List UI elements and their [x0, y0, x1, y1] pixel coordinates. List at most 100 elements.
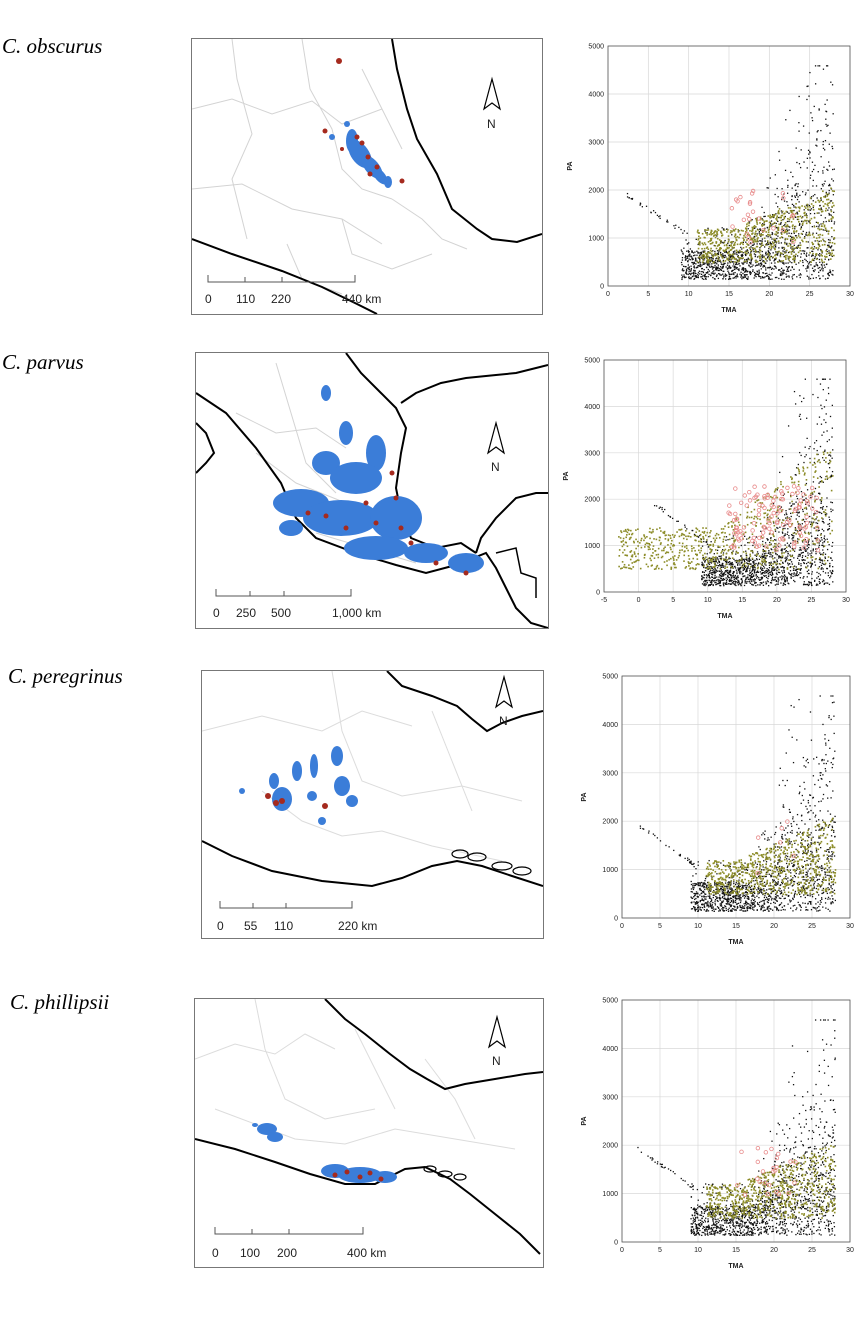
species-climate-point — [716, 237, 719, 240]
background-point — [791, 266, 794, 269]
species-climate-point — [767, 233, 769, 236]
species-climate-point — [770, 244, 772, 246]
background-point — [774, 239, 776, 242]
species-climate-point — [786, 224, 789, 226]
species-climate-point — [631, 533, 633, 536]
background-point — [764, 557, 767, 559]
background-point — [720, 566, 723, 569]
background-point — [798, 95, 800, 98]
background-point — [650, 212, 652, 214]
species-climate-point — [759, 257, 761, 260]
background-point — [784, 584, 787, 586]
background-point — [768, 895, 770, 897]
background-point — [825, 421, 827, 424]
species-climate-point — [648, 542, 650, 545]
background-point — [819, 261, 821, 263]
species-climate-point — [710, 239, 713, 241]
species-climate-point — [830, 218, 833, 220]
background-point — [783, 256, 785, 258]
background-point — [777, 578, 779, 580]
background-point — [741, 248, 743, 250]
background-point — [783, 248, 785, 251]
background-point — [752, 567, 754, 569]
species-climate-point — [701, 247, 703, 250]
species-climate-point — [715, 532, 718, 535]
species-climate-point — [697, 247, 700, 250]
background-point — [811, 584, 813, 586]
species-climate-point — [768, 544, 771, 546]
background-point — [724, 583, 727, 585]
background-point — [826, 65, 829, 67]
background-point — [818, 482, 820, 484]
species-climate-point — [752, 227, 754, 230]
background-point — [811, 119, 814, 122]
background-point — [694, 909, 696, 911]
background-point — [787, 880, 789, 882]
background-point — [816, 571, 818, 574]
species-climate-point — [731, 256, 734, 259]
species-climate-point — [749, 555, 752, 557]
species-climate-point — [680, 534, 683, 537]
background-point — [716, 863, 718, 865]
background-point — [787, 186, 789, 188]
background-point — [783, 193, 785, 195]
background-point — [775, 242, 778, 244]
background-point — [784, 580, 786, 582]
background-point — [717, 266, 719, 268]
background-point — [725, 561, 728, 564]
species-climate-point — [796, 216, 799, 218]
species-climate-point — [826, 255, 828, 258]
background-point — [700, 251, 702, 254]
species-climate-point — [632, 540, 635, 543]
background-point — [800, 815, 803, 817]
background-point — [783, 570, 785, 572]
background-point — [825, 399, 827, 401]
background-point — [711, 876, 713, 878]
background-point — [797, 463, 800, 466]
background-point — [817, 453, 819, 456]
background-point — [631, 198, 633, 200]
background-point — [693, 265, 695, 267]
background-point — [703, 564, 705, 566]
background-point — [758, 232, 760, 234]
species-climate-point — [746, 225, 748, 228]
species-climate-point — [697, 545, 700, 547]
background-point — [800, 565, 802, 567]
background-point — [815, 221, 818, 224]
background-point — [719, 577, 722, 579]
background-point — [684, 526, 686, 528]
background-point — [815, 232, 818, 234]
background-point — [821, 262, 824, 264]
background-point — [751, 570, 753, 572]
background-point — [817, 894, 820, 896]
background-point — [823, 580, 825, 582]
background-point — [782, 253, 784, 256]
species-climate-point — [779, 252, 782, 254]
coastline-mainland — [196, 392, 548, 628]
species-climate-point — [735, 551, 738, 553]
background-point — [788, 229, 790, 231]
background-point — [771, 572, 773, 574]
occurrence-climate-point — [814, 495, 819, 501]
background-point — [774, 241, 776, 243]
background-point — [830, 575, 832, 577]
background-point — [692, 885, 694, 887]
background-point — [681, 277, 683, 279]
background-point — [788, 266, 790, 268]
background-point — [810, 739, 813, 741]
background-point — [774, 174, 776, 176]
background-point — [803, 252, 805, 254]
background-point — [827, 387, 830, 389]
species-climate-point — [824, 256, 827, 258]
background-point — [805, 482, 808, 485]
species-climate-point — [709, 558, 712, 561]
background-point — [728, 244, 731, 247]
species-climate-point — [760, 245, 762, 248]
background-point — [719, 581, 722, 583]
occurrence-climate-point — [791, 484, 797, 489]
background-point — [756, 256, 759, 258]
species-climate-point — [716, 233, 719, 236]
background-point — [690, 890, 692, 893]
species-climate-point — [731, 525, 733, 527]
background-point — [711, 579, 713, 581]
